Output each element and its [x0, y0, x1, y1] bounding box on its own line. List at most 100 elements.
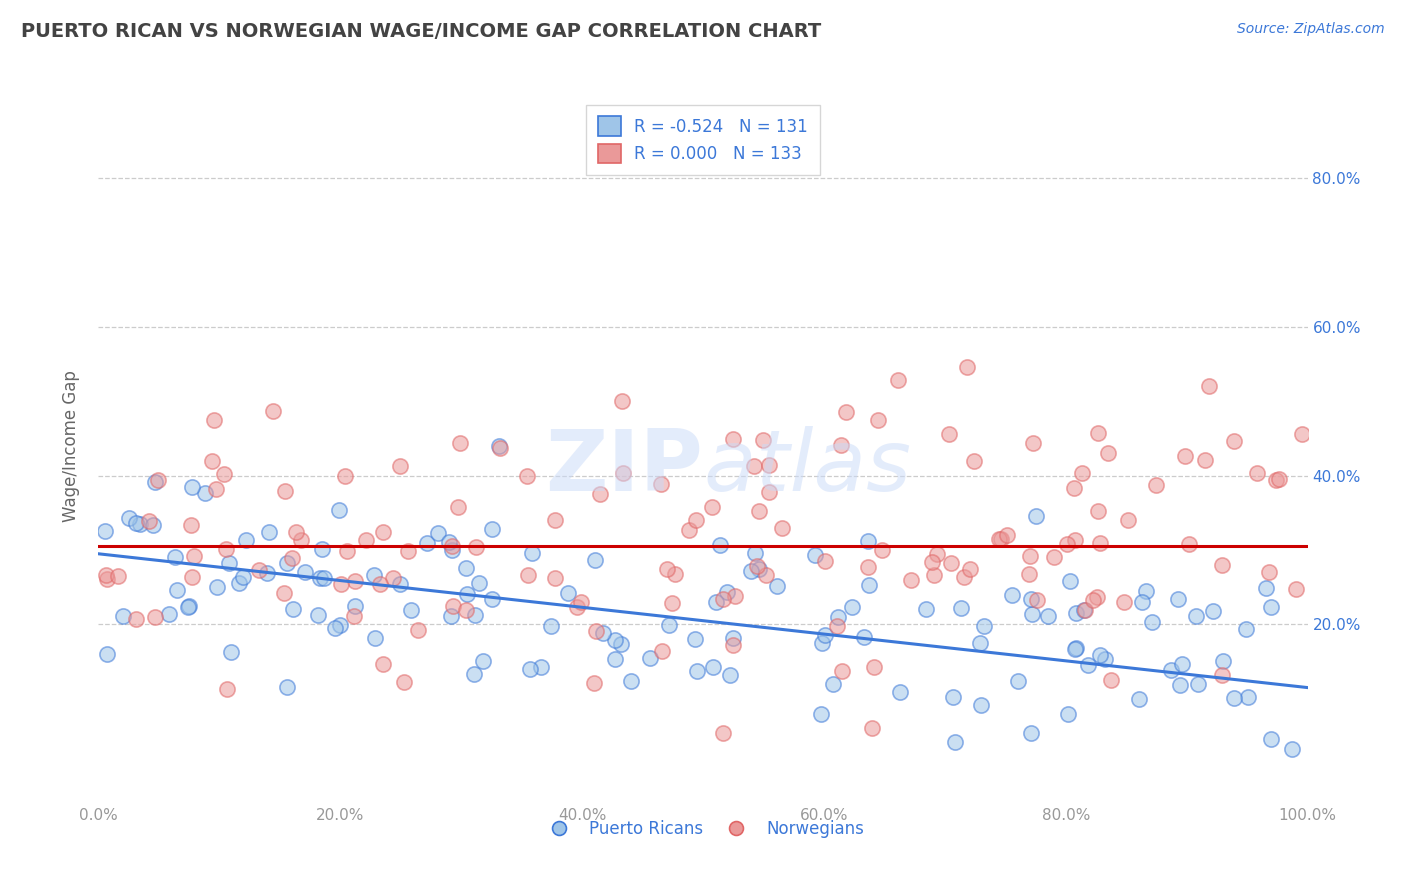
Point [283, 602, 305, 616]
Point [922, 567, 945, 582]
Point [1185, 609, 1208, 624]
Point [1007, 673, 1029, 688]
Point [686, 664, 709, 678]
Point [1291, 427, 1313, 442]
Point [328, 502, 350, 516]
Point [702, 660, 724, 674]
Point [810, 707, 832, 722]
Point [721, 638, 744, 652]
Point [949, 601, 972, 615]
Point [388, 577, 411, 591]
Point [742, 459, 765, 474]
Point [941, 556, 963, 570]
Point [181, 570, 204, 584]
Point [870, 542, 893, 557]
Point [711, 725, 734, 739]
Point [1285, 582, 1308, 596]
Point [143, 609, 166, 624]
Point [329, 618, 352, 632]
Point [218, 556, 240, 570]
Point [664, 567, 686, 582]
Point [481, 523, 503, 537]
Point [758, 485, 780, 500]
Point [585, 624, 607, 639]
Point [440, 539, 463, 553]
Point [437, 535, 460, 549]
Point [610, 393, 633, 408]
Point [94, 524, 117, 538]
Point [969, 698, 991, 712]
Point [650, 476, 672, 491]
Point [540, 619, 562, 633]
Point [889, 685, 911, 699]
Point [1026, 593, 1049, 607]
Point [456, 587, 478, 601]
Point [605, 632, 627, 647]
Point [1178, 537, 1201, 551]
Point [1021, 435, 1043, 450]
Point [1059, 574, 1081, 589]
Point [544, 571, 567, 585]
Point [325, 621, 347, 635]
Point [1174, 449, 1197, 463]
Point [770, 521, 793, 535]
Point [963, 454, 986, 468]
Legend: Puerto Ricans, Norwegians: Puerto Ricans, Norwegians [536, 814, 870, 845]
Point [1202, 604, 1225, 618]
Point [990, 532, 1012, 546]
Point [143, 475, 166, 490]
Point [1094, 652, 1116, 666]
Point [758, 458, 780, 472]
Point [516, 469, 538, 483]
Point [1070, 466, 1092, 480]
Point [1112, 595, 1135, 609]
Point [204, 482, 226, 496]
Point [488, 439, 510, 453]
Point [1076, 658, 1098, 673]
Point [363, 568, 385, 582]
Point [333, 469, 356, 483]
Point [202, 413, 225, 427]
Point [592, 625, 614, 640]
Point [456, 561, 478, 575]
Point [336, 544, 359, 558]
Point [1099, 673, 1122, 687]
Point [612, 466, 634, 480]
Point [1019, 591, 1042, 606]
Point [1212, 654, 1234, 668]
Point [956, 359, 979, 374]
Point [943, 735, 966, 749]
Point [232, 570, 254, 584]
Point [284, 524, 307, 539]
Point [112, 609, 135, 624]
Point [1088, 535, 1111, 549]
Point [228, 575, 250, 590]
Text: ZIP: ZIP [546, 425, 703, 509]
Point [1135, 584, 1157, 599]
Point [463, 666, 485, 681]
Point [520, 546, 543, 560]
Point [1081, 593, 1104, 607]
Point [96, 648, 118, 662]
Point [721, 432, 744, 446]
Point [441, 599, 464, 613]
Point [180, 480, 202, 494]
Point [959, 562, 981, 576]
Point [1043, 550, 1066, 565]
Point [1187, 677, 1209, 691]
Point [1064, 533, 1087, 548]
Point [440, 543, 463, 558]
Point [1064, 640, 1087, 655]
Point [571, 595, 593, 609]
Point [827, 609, 849, 624]
Point [720, 668, 742, 682]
Point [464, 608, 486, 623]
Point [427, 525, 450, 540]
Point [201, 454, 224, 468]
Point [927, 547, 949, 561]
Point [183, 549, 205, 563]
Point [481, 592, 503, 607]
Point [1265, 473, 1288, 487]
Point [96, 573, 118, 587]
Point [1234, 622, 1257, 636]
